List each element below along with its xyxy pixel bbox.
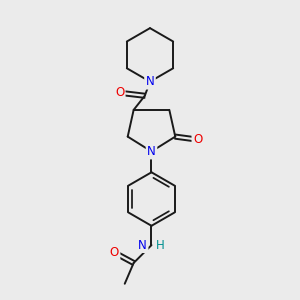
Text: H: H [156, 238, 165, 252]
Text: N: N [138, 238, 147, 252]
Text: O: O [193, 133, 202, 146]
Text: O: O [115, 86, 124, 99]
Text: N: N [147, 145, 156, 158]
Text: N: N [146, 75, 154, 88]
Text: O: O [110, 246, 119, 259]
